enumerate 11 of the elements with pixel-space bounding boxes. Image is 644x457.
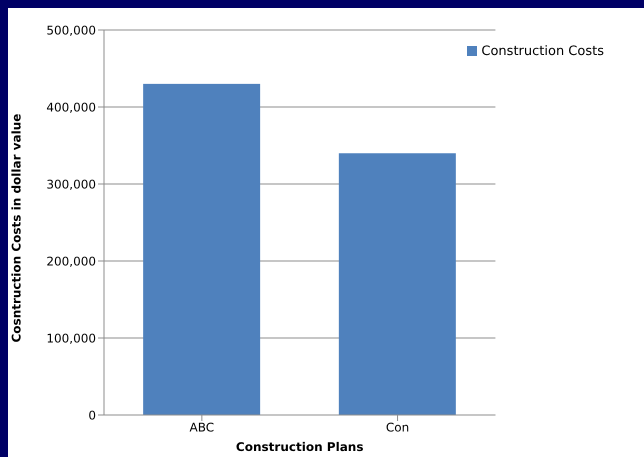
y-tick-label: 400,000 <box>46 100 96 114</box>
y-tick-label: 0 <box>88 408 96 422</box>
y-axis-title: Cosntruction Costs in dollar value <box>9 114 24 342</box>
x-axis-title: Construction Plans <box>236 440 364 454</box>
legend-label: Construction Costs <box>481 44 604 59</box>
y-tick-label: 200,000 <box>46 254 96 268</box>
y-tick-label: 100,000 <box>46 331 96 346</box>
y-tick-label: 500,000 <box>46 23 96 38</box>
x-tick-label: Con <box>386 420 410 435</box>
y-tick-label: 300,000 <box>46 177 96 192</box>
x-tick-label: ABC <box>190 420 214 435</box>
